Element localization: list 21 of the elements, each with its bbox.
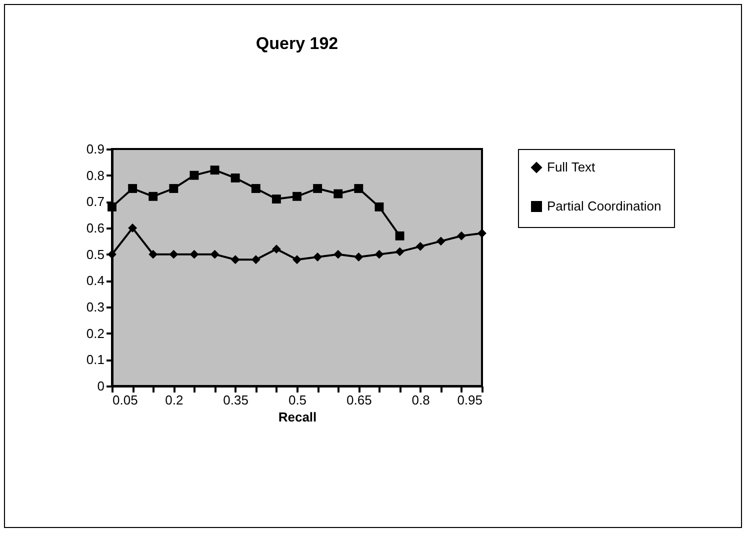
x-axis-title: Recall — [278, 410, 317, 424]
y-tick-label: 0.8 — [86, 168, 104, 183]
y-tick-label: 0.9 — [86, 142, 104, 156]
y-tick-label: 0.4 — [86, 273, 104, 288]
x-tick-label: 0.35 — [223, 392, 248, 408]
y-tick-label: 0.3 — [86, 300, 104, 314]
x-tick-label: 0.65 — [346, 392, 372, 408]
y-tick-label: 0.2 — [86, 326, 104, 341]
legend-label: Partial Coordination — [547, 198, 662, 214]
x-tick-label: 0.8 — [412, 392, 430, 408]
y-tick-label: 0.1 — [86, 352, 104, 368]
y-tick-label: 0.5 — [86, 246, 104, 262]
y-tick-label: 0.6 — [86, 220, 104, 236]
y-tick-label: 0.7 — [86, 194, 104, 210]
y-tick-label: 0 — [97, 378, 104, 394]
chart-title: Query 192 — [256, 34, 338, 53]
x-tick-label: 0.05 — [112, 392, 138, 408]
x-tick-label: 0.2 — [165, 392, 184, 408]
x-tick-label: 0.5 — [288, 392, 307, 408]
legend-label: Full Text — [547, 160, 596, 174]
x-tick-label: 0.95 — [457, 392, 482, 408]
